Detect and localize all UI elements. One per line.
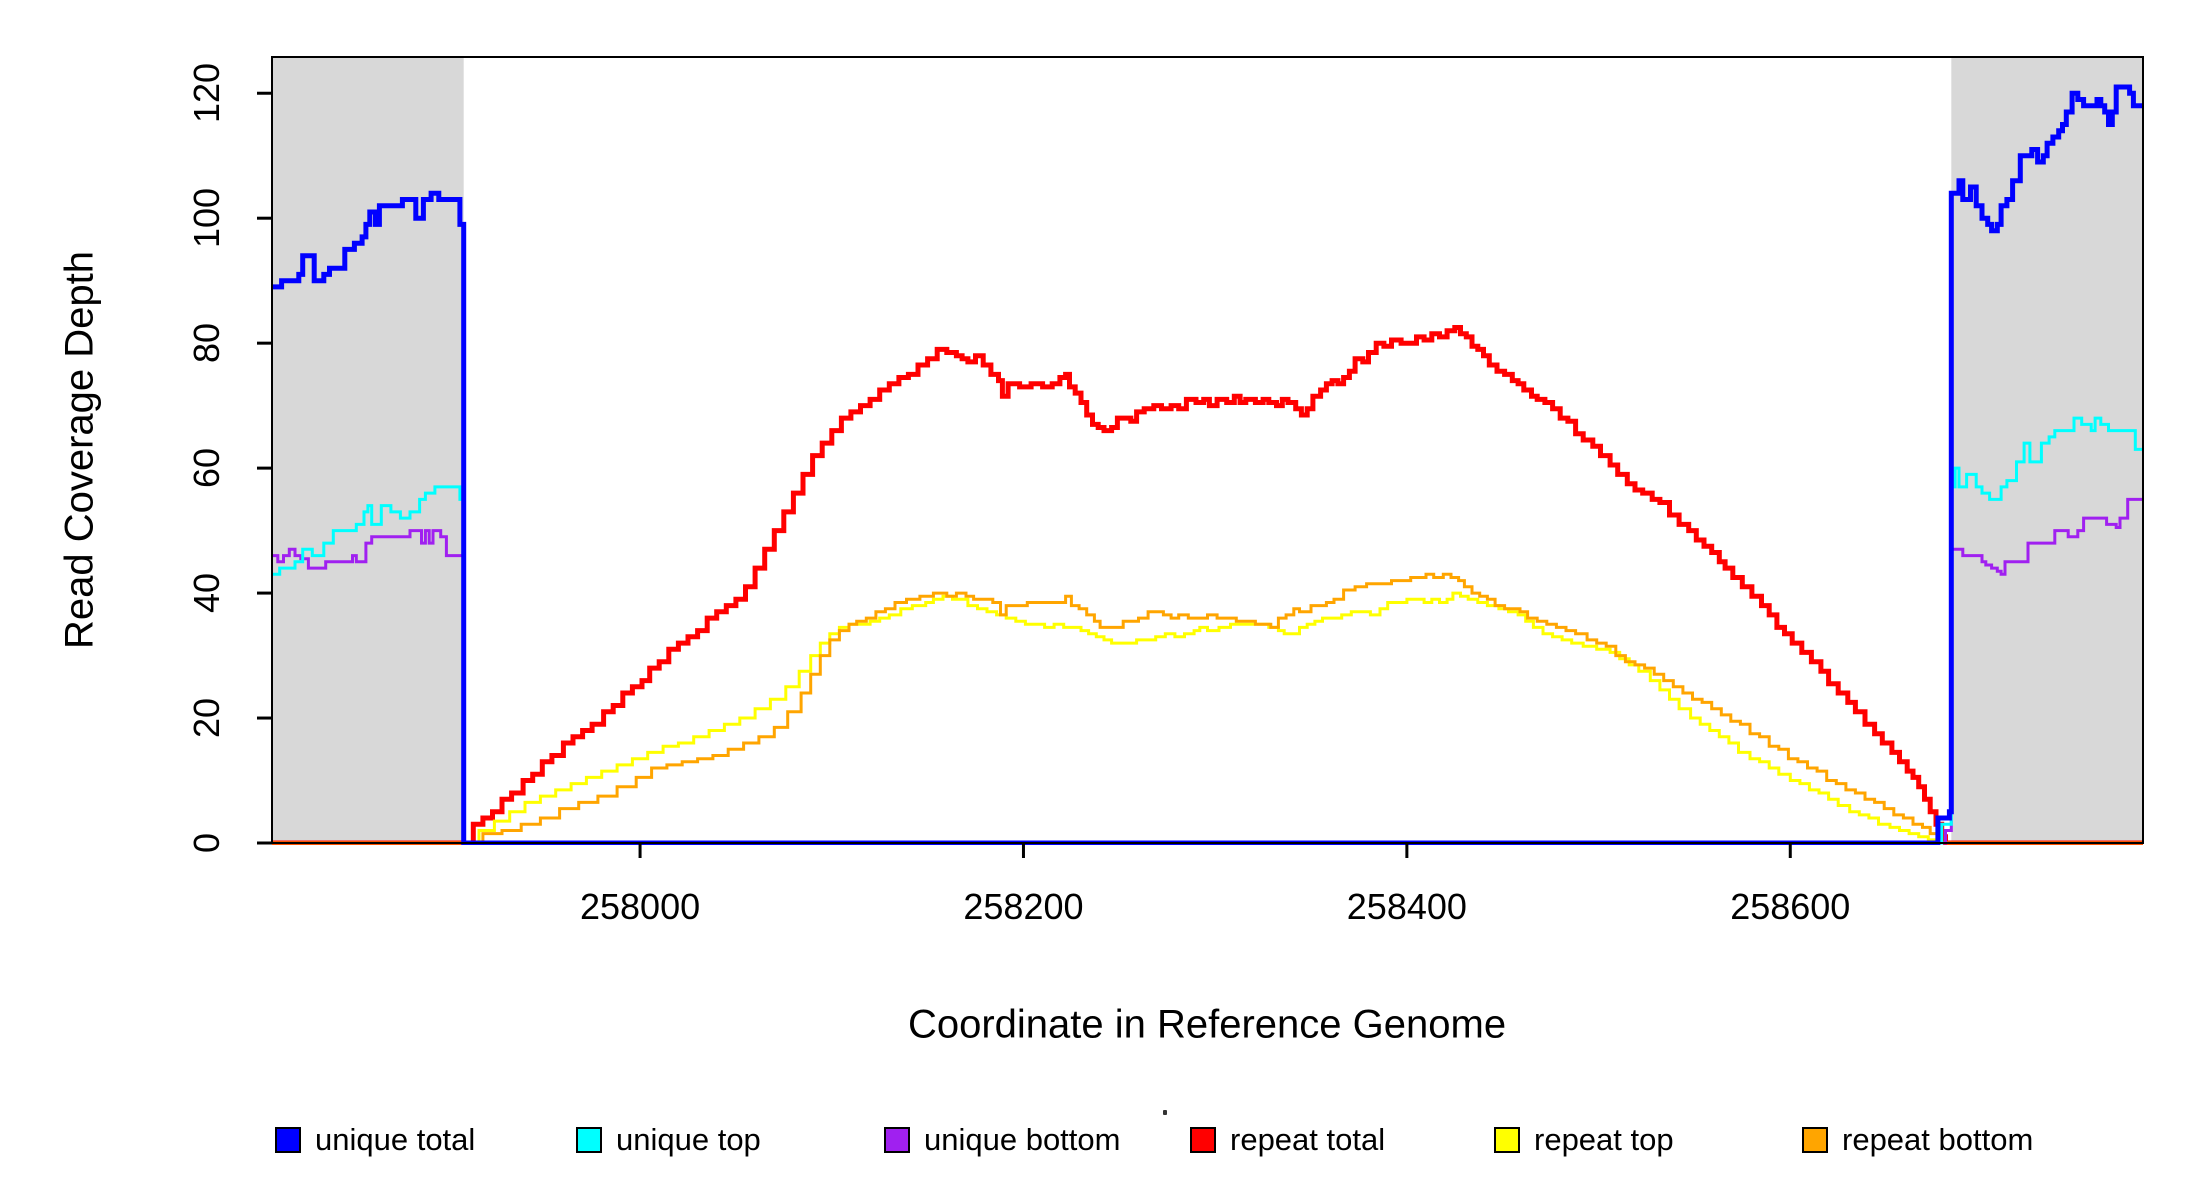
series-line-repeat-bottom bbox=[272, 572, 2143, 845]
y-tick-label: 0 bbox=[186, 832, 227, 854]
y-tick-label: 40 bbox=[186, 573, 227, 614]
legend-label: unique bottom bbox=[924, 1122, 1121, 1157]
legend-label: repeat top bbox=[1534, 1122, 1674, 1157]
legend-item-repeat-bottom: repeat bottom bbox=[1802, 1122, 2033, 1158]
legend-swatch-icon bbox=[576, 1127, 602, 1153]
shaded-region bbox=[1951, 57, 2143, 843]
x-tick-label: 258000 bbox=[579, 886, 701, 927]
series-line-repeat-top bbox=[272, 591, 2143, 845]
legend-swatch-icon bbox=[1494, 1127, 1520, 1153]
y-tick-label: 60 bbox=[186, 448, 227, 489]
plot-border bbox=[271, 56, 2144, 844]
y-tick-label: 120 bbox=[186, 63, 227, 124]
legend-label: unique top bbox=[616, 1122, 761, 1157]
legend-swatch-icon bbox=[1190, 1127, 1216, 1153]
legend-swatch-icon bbox=[1802, 1127, 1828, 1153]
y-tick-label: 20 bbox=[186, 698, 227, 739]
legend-item-unique-top: unique top bbox=[576, 1122, 761, 1158]
shaded-region bbox=[272, 57, 464, 843]
x-axis-title: Coordinate in Reference Genome bbox=[907, 1002, 1507, 1047]
legend-item-repeat-top: repeat top bbox=[1494, 1122, 1674, 1158]
series-line-repeat-total bbox=[272, 325, 2143, 845]
y-tick-label: 100 bbox=[186, 188, 227, 249]
legend-swatch-icon bbox=[884, 1127, 910, 1153]
x-tick-label: 258400 bbox=[1346, 886, 1467, 927]
x-tick-label: 258200 bbox=[963, 886, 1084, 927]
legend-label: unique total bbox=[315, 1122, 476, 1157]
legend-label: repeat bottom bbox=[1842, 1122, 2034, 1157]
y-tick-label: 80 bbox=[186, 323, 227, 364]
stray-dot-artifact bbox=[1163, 1110, 1167, 1115]
x-tick-label: 258600 bbox=[1730, 886, 1851, 927]
legend-item-unique-bottom: unique bottom bbox=[884, 1122, 1120, 1158]
y-axis-title: Read Coverage Depth bbox=[57, 250, 102, 650]
legend-item-unique-total: unique total bbox=[275, 1122, 475, 1158]
legend-swatch-icon bbox=[275, 1127, 301, 1153]
series-line-unique-bottom bbox=[272, 497, 2143, 845]
legend-label: repeat total bbox=[1230, 1122, 1386, 1157]
series-line-unique-top bbox=[272, 416, 2143, 845]
legend-item-repeat-total: repeat total bbox=[1190, 1122, 1385, 1158]
series-line-unique-total bbox=[272, 84, 2143, 845]
